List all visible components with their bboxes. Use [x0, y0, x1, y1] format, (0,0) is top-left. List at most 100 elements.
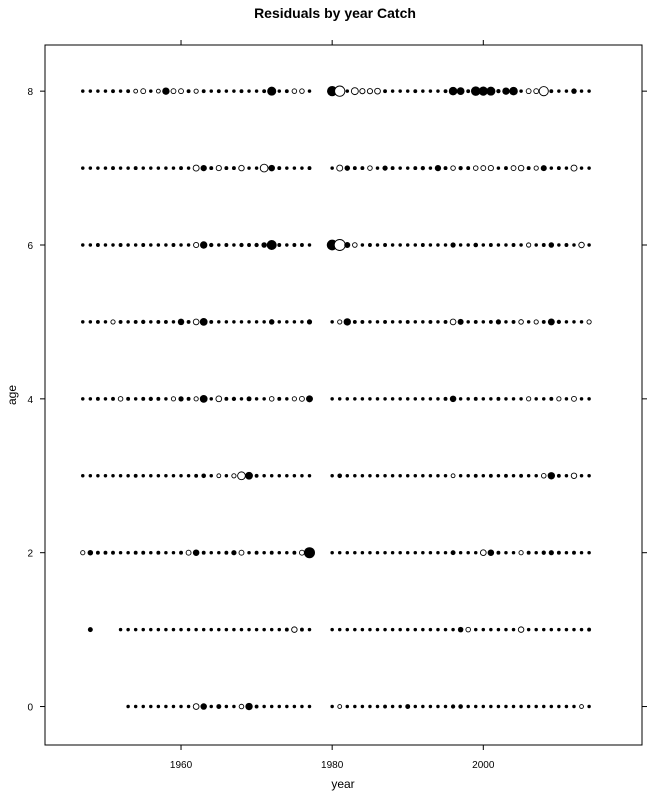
residual-point — [238, 549, 245, 556]
residual-point — [366, 88, 374, 95]
residual-point — [170, 88, 177, 95]
residual-point — [268, 396, 275, 402]
residual-point — [217, 627, 221, 632]
residual-point — [291, 626, 298, 633]
residual-point — [111, 243, 115, 247]
residual-point — [489, 397, 493, 401]
residual-point — [209, 242, 214, 248]
residual-point — [291, 88, 298, 94]
residual-point — [224, 320, 229, 324]
residual-point — [262, 704, 266, 709]
residual-point — [277, 243, 282, 247]
residual-point — [192, 703, 200, 710]
residual-point — [103, 320, 108, 324]
residual-point — [171, 320, 176, 324]
residual-point — [458, 704, 463, 709]
residual-point — [345, 627, 350, 632]
residual-point — [450, 473, 456, 479]
residual-point — [421, 550, 425, 555]
residual-point — [405, 627, 410, 632]
residual-point — [390, 704, 395, 709]
residual-point — [247, 320, 251, 324]
residual-point — [254, 89, 259, 93]
residual-point — [300, 166, 304, 170]
residual-point — [353, 627, 357, 632]
residual-point — [215, 165, 222, 172]
residual-point — [368, 474, 372, 478]
residual-point — [344, 241, 351, 249]
residual-point — [224, 627, 229, 632]
residual-point — [579, 320, 584, 324]
residual-point — [383, 550, 387, 555]
residual-point — [201, 550, 206, 555]
residual-point — [156, 166, 161, 170]
residual-point — [330, 627, 334, 632]
residual-point — [413, 397, 418, 401]
residual-point — [200, 241, 208, 249]
residual-point — [245, 471, 253, 480]
residual-point — [383, 704, 387, 709]
residual-point — [504, 473, 508, 478]
residual-point — [269, 627, 274, 632]
residual-point — [216, 704, 222, 709]
residual-point — [436, 550, 440, 555]
residual-point — [96, 89, 100, 93]
residual-point — [534, 550, 538, 555]
residual-point — [103, 243, 108, 247]
residual-point — [164, 627, 168, 632]
residual-point — [179, 166, 183, 171]
residual-point — [307, 89, 312, 93]
residual-point — [179, 627, 183, 632]
residual-point — [285, 320, 289, 324]
residual-point — [133, 397, 138, 401]
residual-point — [556, 166, 561, 171]
residual-point — [156, 550, 161, 555]
residual-point — [209, 166, 214, 171]
residual-point — [239, 320, 244, 324]
residual-point — [345, 89, 350, 93]
residual-point — [519, 89, 523, 93]
residual-point — [217, 243, 221, 247]
residual-point — [360, 243, 365, 247]
residual-point — [496, 627, 501, 632]
residual-point — [140, 88, 147, 95]
x-axis: 1960 1980 2000 — [170, 40, 495, 771]
residual-point — [473, 319, 478, 324]
residual-point — [95, 550, 100, 555]
residual-point — [171, 704, 176, 709]
residual-point — [126, 550, 130, 555]
residual-point — [457, 626, 464, 633]
residual-point — [118, 627, 123, 632]
residual-point — [519, 704, 523, 709]
residual-point — [185, 549, 192, 556]
residual-point — [534, 243, 538, 247]
residual-point — [579, 550, 584, 555]
y-tick-label: 4 — [27, 395, 33, 406]
residual-point — [343, 318, 351, 326]
residual-point — [383, 397, 387, 401]
residual-point — [306, 395, 313, 403]
residual-point — [88, 397, 93, 401]
residual-point — [238, 703, 245, 710]
residual-point — [269, 550, 274, 555]
residual-point — [564, 397, 569, 401]
residual-point — [246, 396, 252, 402]
residual-point — [268, 164, 275, 172]
residual-point — [307, 627, 312, 632]
residual-point — [300, 243, 304, 247]
residual-point — [254, 704, 259, 709]
residual-point — [149, 320, 153, 324]
residual-point — [480, 165, 487, 171]
residual-point — [247, 627, 251, 632]
residual-point — [443, 396, 448, 401]
residual-point — [352, 319, 357, 324]
residual-point — [300, 627, 304, 632]
residual-point — [163, 319, 168, 324]
residual-point — [450, 550, 456, 556]
residual-point — [164, 166, 168, 170]
residual-point — [247, 166, 251, 170]
residual-point — [587, 474, 591, 478]
residual-point — [277, 166, 282, 171]
residual-point — [383, 319, 387, 324]
residual-point — [215, 395, 223, 403]
